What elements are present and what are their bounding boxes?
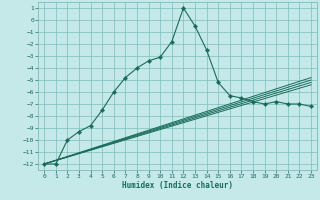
X-axis label: Humidex (Indice chaleur): Humidex (Indice chaleur)	[122, 181, 233, 190]
